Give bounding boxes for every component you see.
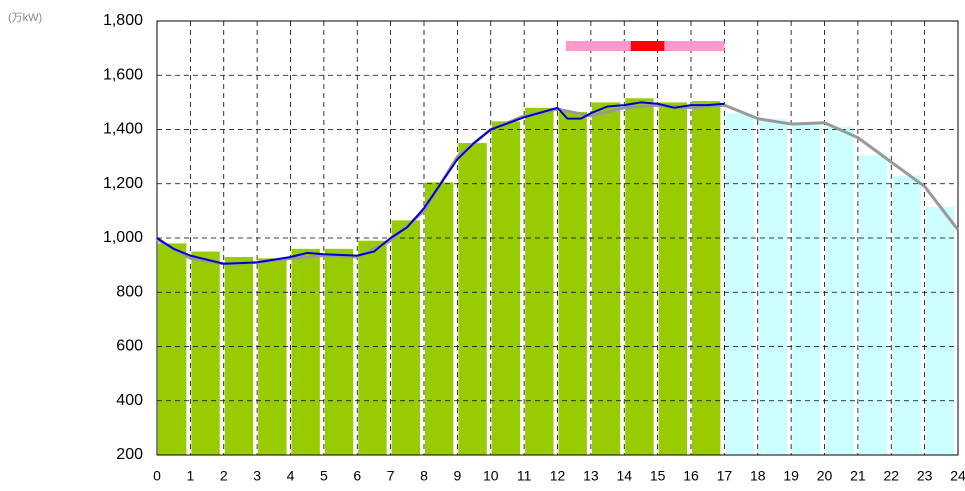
x-tick-label: 5 <box>320 468 328 484</box>
bar <box>158 243 187 455</box>
x-tick-label: 17 <box>717 468 733 484</box>
y-tick-label: 200 <box>116 446 143 463</box>
bar <box>925 206 954 455</box>
x-tick-label: 19 <box>783 468 799 484</box>
x-tick-label: 21 <box>850 468 866 484</box>
peak-core <box>630 41 665 51</box>
x-tick-label: 7 <box>387 468 395 484</box>
bar <box>558 111 587 456</box>
x-tick-label: 24 <box>950 468 965 484</box>
bar <box>224 256 254 455</box>
x-tick-label: 9 <box>453 468 461 484</box>
y-tick-label: 400 <box>116 392 143 409</box>
bar <box>625 98 654 456</box>
y-tick-label: 1,200 <box>103 175 143 192</box>
line <box>156 101 725 265</box>
bar <box>458 143 487 455</box>
bar <box>892 175 921 456</box>
x-tick-label: 15 <box>650 468 666 484</box>
x-tick-label: 2 <box>220 468 228 484</box>
bar <box>324 248 354 455</box>
x-tick-label: 22 <box>883 468 899 484</box>
x-tick-label: 12 <box>550 468 566 484</box>
y-tick-label: 600 <box>116 338 143 355</box>
bar <box>391 220 420 455</box>
bar <box>525 107 554 456</box>
bar <box>758 118 788 456</box>
x-tick-label: 10 <box>483 468 499 484</box>
bar <box>858 155 888 456</box>
bar <box>725 113 754 455</box>
bar <box>658 102 687 455</box>
x-tick-label: 16 <box>683 468 699 484</box>
unit-label: (万kW) <box>8 12 42 24</box>
x-tick-label: 1 <box>186 468 194 484</box>
x-tick-label: 0 <box>153 468 161 484</box>
bar <box>825 126 854 455</box>
x-tick-label: 4 <box>287 468 295 484</box>
y-tick-label: 1,400 <box>103 121 143 138</box>
x-tick-label: 8 <box>420 468 428 484</box>
y-tick-label: 800 <box>116 283 143 300</box>
x-tick-label: 18 <box>750 468 766 484</box>
y-tick-label: 1,600 <box>103 66 143 83</box>
bar <box>191 251 220 455</box>
x-tick-label: 13 <box>583 468 599 484</box>
bar <box>692 101 721 456</box>
bar <box>258 258 287 455</box>
y-tick-label: 1,800 <box>103 12 143 29</box>
x-tick-label: 6 <box>353 468 361 484</box>
x-tick-label: 23 <box>917 468 933 484</box>
bar <box>358 240 387 455</box>
bar <box>792 124 821 455</box>
bar <box>491 121 521 456</box>
x-tick-label: 14 <box>616 468 632 484</box>
x-tick-label: 3 <box>253 468 261 484</box>
bar <box>425 182 454 456</box>
bar <box>291 248 320 455</box>
bar <box>591 102 621 455</box>
x-tick-label: 20 <box>817 468 833 484</box>
y-tick-label: 1,000 <box>103 229 143 246</box>
x-tick-label: 11 <box>517 468 532 484</box>
